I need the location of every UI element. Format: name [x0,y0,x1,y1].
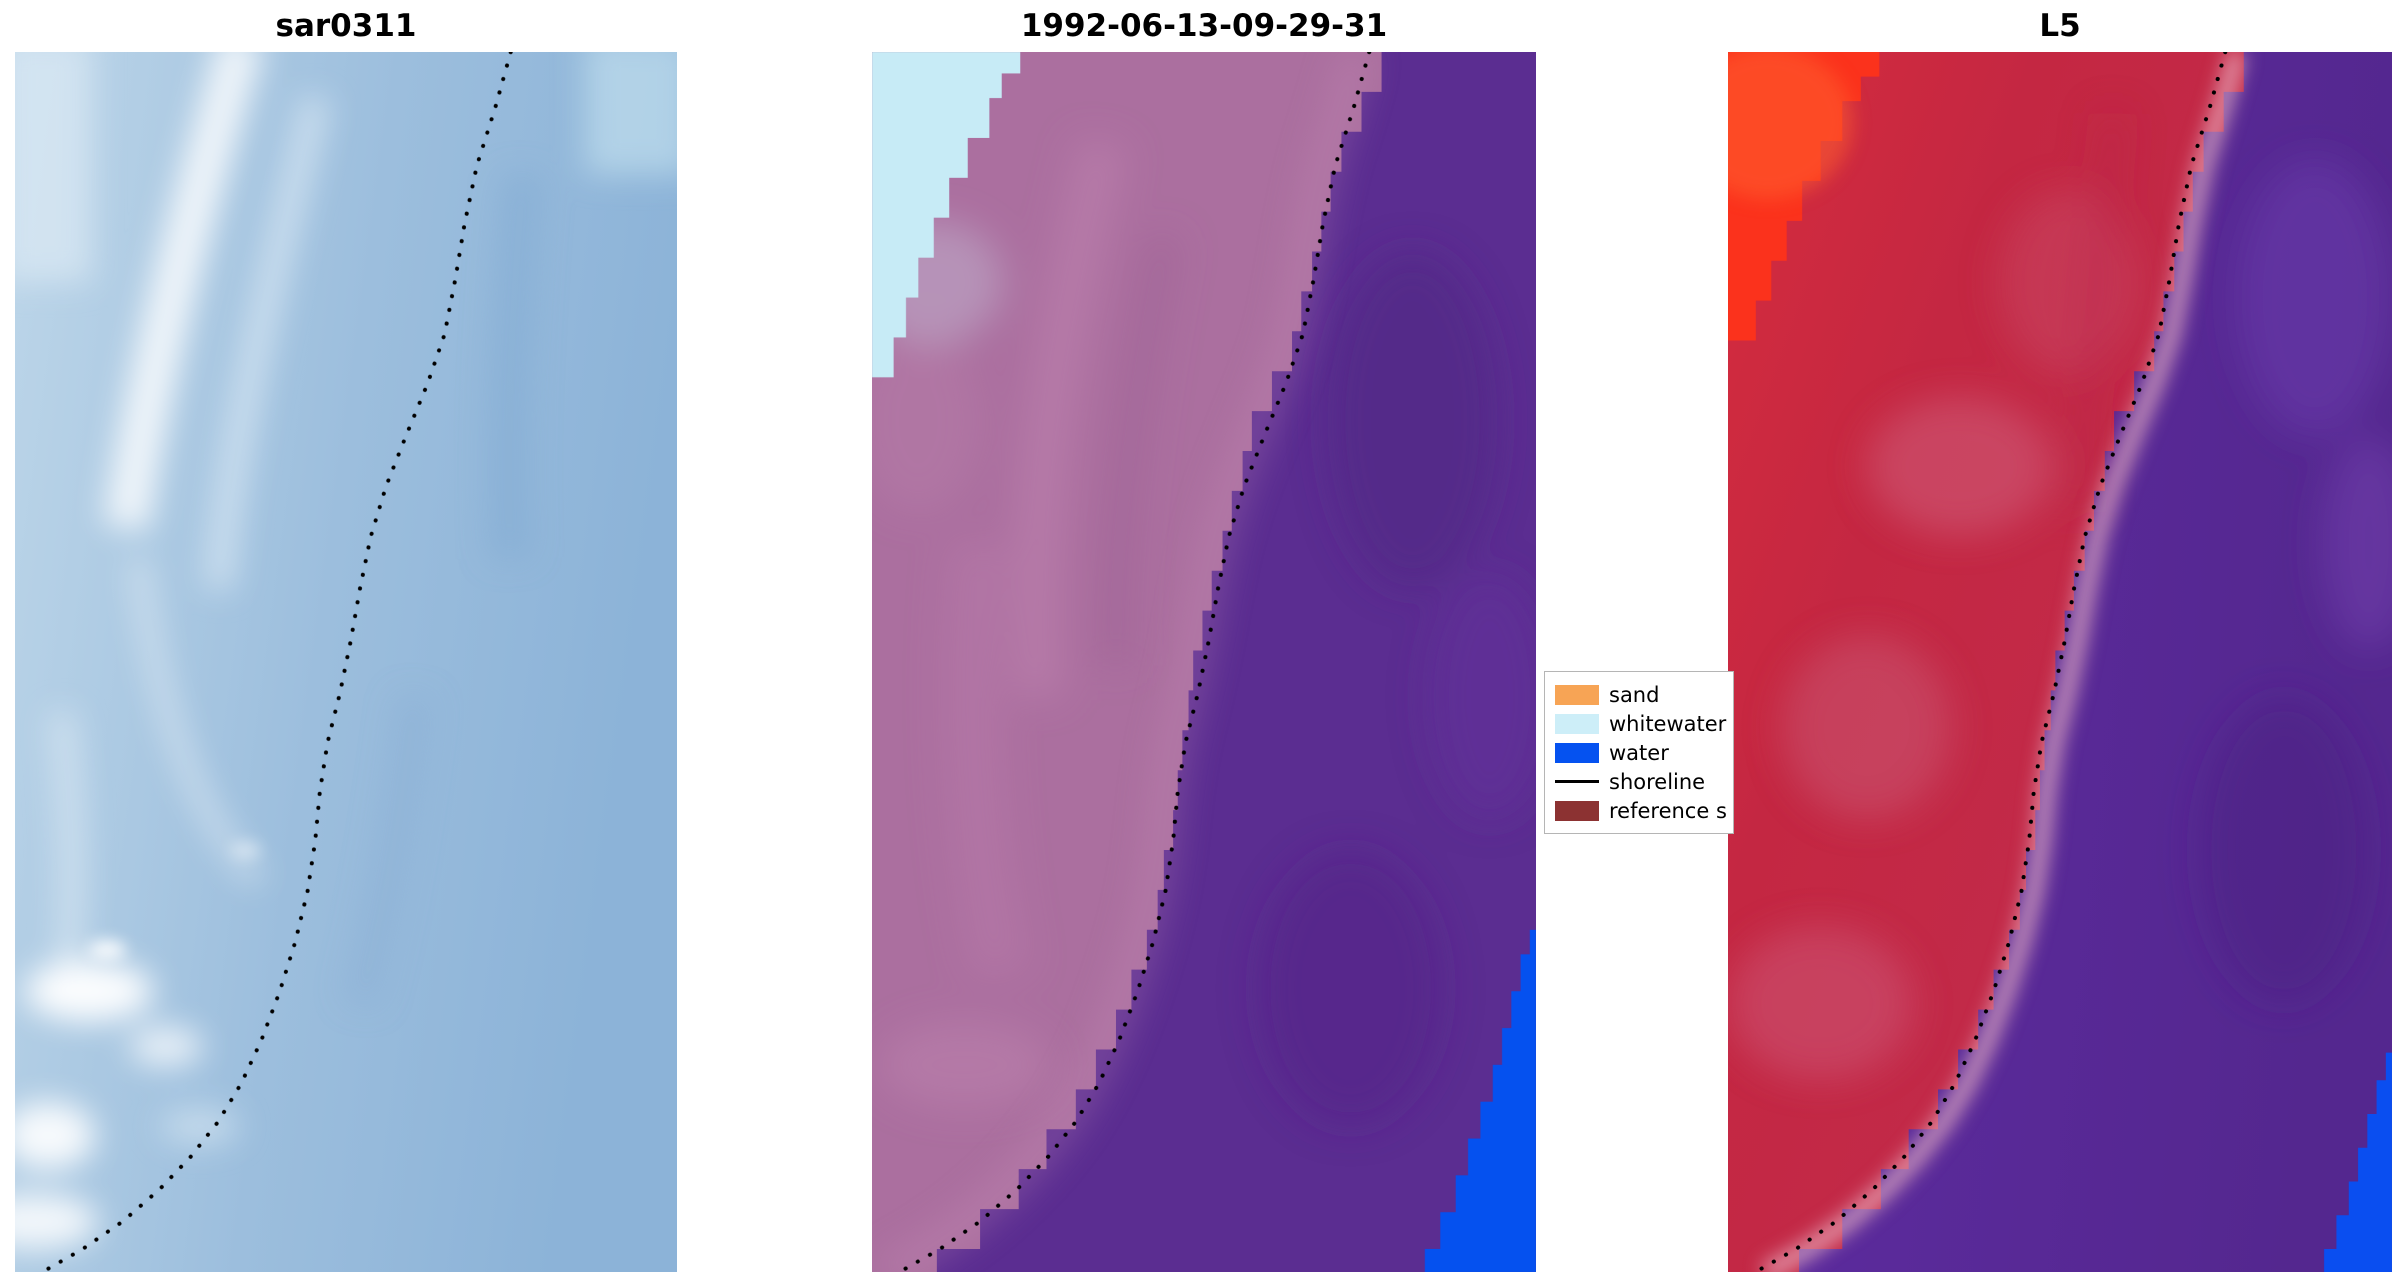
legend: sand whitewater water shoreline referenc… [1544,671,1734,834]
l5-image [1728,52,2392,1272]
shoreline-line-swatch [1555,780,1599,783]
legend-label: shoreline [1609,769,1706,794]
water-swatch [1555,742,1599,763]
legend-item-reference-shoreline: reference s [1555,796,1733,825]
sar-bright-spots [88,842,262,959]
panel3-title: L5 [2039,8,2081,44]
shoreline-dotted-line [1751,52,2228,1272]
sar-background [15,52,677,1272]
reference-shoreline-swatch [1555,800,1599,821]
legend-label: water [1609,740,1669,765]
l5-red-texture [1728,112,2138,1081]
sar-wave-streaks [15,52,677,1249]
legend-item-sand: sand [1555,680,1733,709]
land-texture [872,138,1181,1108]
sar-image [15,52,677,1272]
panel2-title: 1992-06-13-09-29-31 [1020,8,1388,44]
classification-panel [872,52,1536,1272]
sar-image-panel [15,52,677,1272]
shoreline-dotted-line [38,52,513,1272]
purple-texture [1258,251,1536,1127]
water-class-region [1424,929,1536,1272]
whitewater-class-region [872,52,1021,378]
l5-corner-glow [1728,52,1854,200]
legend-label: sand [1609,682,1660,707]
panel1-title: sar0311 [275,8,417,44]
whitewater-swatch [1555,713,1599,734]
l5-coast-transition-band [1760,52,2248,1272]
sand-swatch [1555,684,1599,705]
coast-light-band [879,52,1366,1272]
l5-purple-texture [2198,159,2392,1004]
legend-item-whitewater: whitewater [1555,709,1733,738]
legend-item-water: water [1555,738,1733,767]
legend-label: reference s [1609,798,1727,823]
l5-panel [1728,52,2392,1272]
legend-item-shoreline: shoreline [1555,767,1733,796]
shoreline-dotted-line [895,52,1372,1272]
legend-label: whitewater [1609,711,1727,736]
classification-image [872,52,1536,1272]
l5-deep-water-blue-region [2324,1052,2392,1272]
